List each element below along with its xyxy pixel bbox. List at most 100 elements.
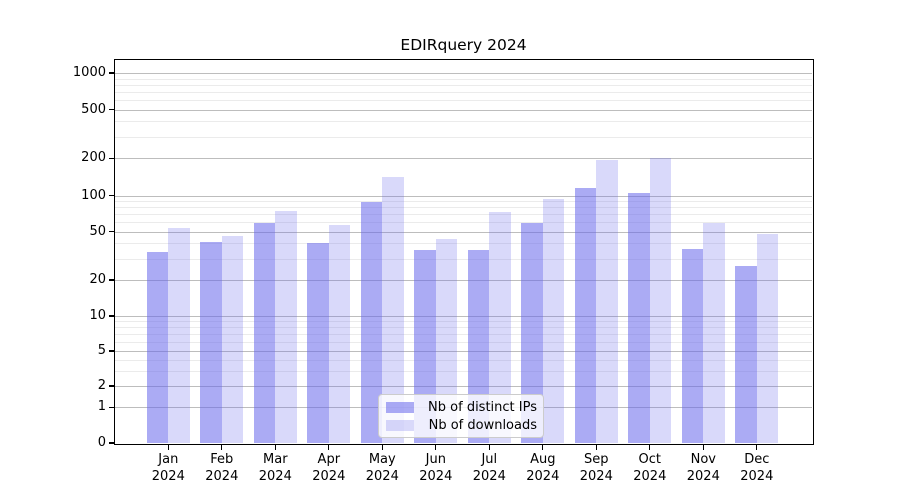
legend-label: Nb of distinct IPs: [428, 399, 537, 415]
x-tick-mark: [702, 444, 704, 450]
gridline-major: [115, 231, 812, 233]
y-tick-label: 0: [97, 435, 106, 450]
x-tick-label-month: Jul: [481, 452, 498, 467]
x-tick-label-feb: Feb 2024: [190, 452, 254, 485]
gridline-minor: [115, 359, 812, 361]
x-tick-label-month: Nov: [690, 452, 716, 467]
x-tick-label-jun: Jun 2024: [404, 452, 468, 485]
y-tick-mark: [109, 230, 114, 233]
legend-item-nb-of-downloads: Nb of downloads: [386, 418, 537, 433]
x-tick-label-nov: Nov 2024: [671, 452, 735, 485]
x-tick-label-year: 2024: [365, 468, 399, 484]
gridline-minor: [115, 334, 812, 335]
y-tick-mark: [109, 72, 114, 74]
bar-nb-of-downloads-mar: [275, 211, 297, 443]
bar-nb-of-distinct-ips-aug: [521, 222, 543, 443]
x-tick-label-year: 2024: [205, 468, 239, 484]
gridline-major: [115, 386, 812, 387]
x-tick-mark: [328, 444, 330, 450]
x-tick-mark: [274, 444, 276, 450]
y-tick-label: 5: [97, 343, 106, 358]
gridline-minor: [115, 121, 812, 123]
legend-label: Nb of downloads: [428, 417, 537, 433]
y-tick-mark: [109, 157, 114, 159]
bars-layer: [115, 60, 812, 443]
y-tick-label: 500: [81, 101, 106, 117]
bar-nb-of-downloads-may: [382, 177, 404, 443]
gridline-minor: [115, 99, 812, 101]
gridline-minor: [115, 91, 812, 93]
x-tick-label-year: 2024: [151, 468, 185, 484]
bar-nb-of-distinct-ips-nov: [681, 248, 704, 443]
gridline-major: [115, 351, 812, 352]
y-tick-label: 100: [81, 187, 106, 203]
gridline-minor: [115, 341, 812, 343]
x-tick-mark: [542, 444, 544, 450]
bar-nb-of-distinct-ips-oct: [628, 193, 650, 443]
y-tick-mark: [109, 350, 114, 352]
gridline-minor: [115, 214, 812, 216]
bar-nb-of-distinct-ips-feb: [200, 242, 222, 443]
legend: Nb of distinct IPs Nb of downloads: [378, 394, 544, 438]
gridline-minor: [115, 136, 812, 138]
x-tick-label-apr: Apr 2024: [297, 452, 361, 485]
x-tick-label-year: 2024: [686, 468, 720, 484]
gridline-minor: [115, 207, 812, 209]
x-tick-mark: [595, 444, 597, 450]
y-tick-mark: [109, 108, 114, 111]
gridline-minor: [115, 222, 812, 224]
bar-nb-of-downloads-nov: [703, 222, 725, 443]
x-tick-label-year: 2024: [633, 468, 667, 484]
legend-item-nb-of-distinct-ips: Nb of distinct IPs: [386, 400, 537, 415]
gridline-major: [115, 195, 812, 197]
legend-swatch-nb-of-downloads: [386, 419, 414, 431]
gridline-minor: [115, 258, 812, 260]
x-tick-label-oct: Oct 2024: [618, 452, 682, 485]
x-tick-label-month: Sep: [584, 452, 609, 467]
gridline-minor: [115, 370, 812, 372]
x-tick-label-month: Apr: [317, 452, 341, 467]
y-tick-label: 50: [89, 223, 106, 239]
x-tick-label-month: Jan: [158, 452, 179, 467]
x-tick-label-sep: Sep 2024: [564, 452, 628, 485]
x-tick-label-month: Mar: [263, 452, 288, 467]
bar-nb-of-downloads-apr: [328, 224, 351, 443]
x-tick-label-mar: Mar 2024: [243, 452, 307, 485]
bar-nb-of-distinct-ips-mar: [253, 222, 276, 443]
y-tick-label: 1: [97, 399, 106, 415]
y-tick-label: 200: [81, 150, 106, 166]
x-tick-label-year: 2024: [419, 468, 453, 484]
gridline-minor: [115, 321, 812, 323]
bar-nb-of-distinct-ips-may: [360, 202, 383, 443]
x-tick-label-year: 2024: [579, 468, 613, 484]
x-tick-mark: [435, 444, 437, 450]
bar-nb-of-distinct-ips-apr: [307, 243, 329, 443]
x-tick-label-year: 2024: [258, 468, 292, 484]
bar-nb-of-downloads-jul: [489, 211, 511, 443]
legend-swatch-nb-of-distinct-ips: [386, 401, 414, 413]
x-tick-label-dec: Dec 2024: [725, 452, 789, 485]
x-tick-label-year: 2024: [312, 468, 346, 484]
bar-nb-of-distinct-ips-dec: [735, 266, 757, 443]
x-tick-mark: [488, 444, 490, 450]
gridline-major: [115, 158, 812, 160]
x-tick-label-month: Oct: [638, 452, 662, 467]
x-tick-label-month: Aug: [530, 452, 556, 467]
chart-title: EDIRquery 2024: [400, 36, 527, 54]
bar-nb-of-distinct-ips-jan: [146, 251, 169, 443]
y-tick-mark: [109, 315, 114, 317]
y-tick-label: 2: [97, 378, 106, 393]
bar-nb-of-distinct-ips-sep: [574, 187, 597, 443]
x-tick-label-year: 2024: [740, 468, 774, 484]
gridline-major: [115, 316, 812, 317]
bar-nb-of-downloads-oct: [649, 158, 672, 443]
x-tick-label-month: May: [368, 452, 396, 467]
y-tick-mark: [109, 279, 114, 281]
x-tick-label-may: May 2024: [350, 452, 414, 485]
x-tick-mark: [221, 444, 223, 450]
y-tick-mark: [109, 194, 114, 197]
y-tick-mark: [109, 406, 114, 408]
gridline-major: [115, 280, 812, 281]
x-tick-mark: [649, 444, 651, 450]
